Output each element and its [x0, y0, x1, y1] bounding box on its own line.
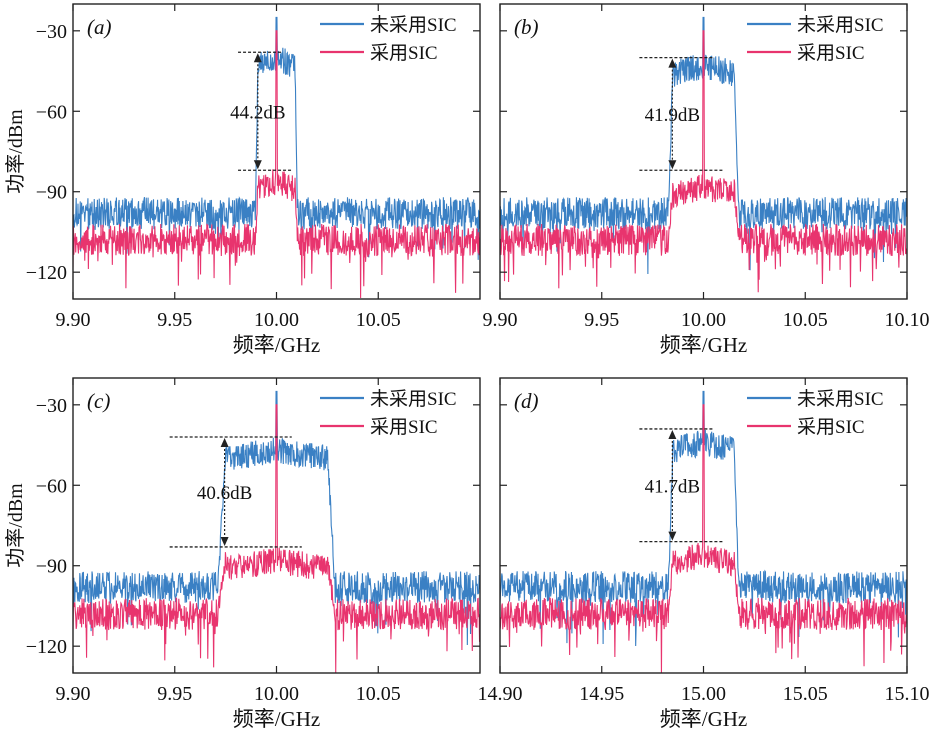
x-tick-label: 9.95 — [584, 309, 619, 331]
annotation-arrowhead-up — [220, 438, 229, 447]
series-with-sic-line — [500, 30, 907, 293]
x-tick-label: 9.90 — [56, 683, 91, 705]
y-axis-label: 功率/dBm — [4, 483, 27, 568]
annotation-label: 44.2dB — [230, 102, 285, 123]
panel-a: −30 −60 −90 −120 9.90 9.95 10.00 10.05 频率/GHz 功率/… — [4, 3, 481, 357]
legend-label: 未采用SIC — [370, 14, 457, 36]
legend-label: 采用SIC — [370, 416, 438, 438]
y-tick-label: −60 — [36, 475, 67, 497]
annotation-arrowhead-up — [668, 429, 677, 439]
annotation-arrowhead-down — [668, 160, 677, 170]
y-tick-label: −120 — [26, 262, 67, 284]
panel-label: (a) — [87, 15, 112, 39]
x-axis-label: 频率/GHz — [660, 707, 748, 731]
series-without-sic-line — [73, 16, 480, 260]
x-tick-label: 10.05 — [783, 309, 828, 331]
x-tick-label: 14.90 — [478, 683, 523, 705]
x-axis-label: 频率/GHz — [660, 333, 748, 357]
y-tick-label: −120 — [26, 636, 67, 658]
annotation-arrowhead-up — [668, 58, 677, 68]
x-axis-label: 频率/GHz — [233, 333, 321, 357]
x-tick-label: 15.10 — [885, 683, 930, 705]
y-tick-label: −30 — [36, 21, 67, 43]
legend-label: 采用SIC — [370, 42, 438, 64]
panels-group: −30 −60 −90 −120 9.90 9.95 10.00 10.05 频率/GHz 功率/… — [4, 3, 930, 731]
series-with-sic-line — [73, 30, 480, 298]
annotation-label: 41.7dB — [645, 476, 700, 497]
y-tick-label: −60 — [36, 101, 67, 123]
y-axis-label: 功率/dBm — [4, 109, 27, 194]
panel-label: (c) — [87, 389, 110, 413]
x-tick-label: 15.05 — [783, 683, 828, 705]
y-tick-label: −30 — [36, 395, 67, 417]
y-tick-label: −90 — [36, 556, 67, 578]
legend-label: 采用SIC — [797, 416, 865, 438]
x-tick-label: 9.90 — [56, 309, 91, 331]
annotation-arrowhead-down — [253, 160, 262, 170]
x-tick-label: 9.95 — [157, 309, 192, 331]
x-tick-label: 10.00 — [254, 683, 299, 705]
series-with-sic-line — [73, 404, 480, 673]
legend-label: 未采用SIC — [370, 388, 457, 410]
series-without-sic-line — [500, 16, 907, 275]
y-tick-label: −90 — [36, 182, 67, 204]
panel-label: (d) — [514, 389, 539, 413]
panel-d: 14.90 14.95 15.00 15.05 15.10 频率/GHz (d) 未采用SIC… — [478, 377, 930, 731]
panel-label: (b) — [514, 15, 539, 39]
x-tick-label: 10.05 — [356, 309, 401, 331]
annotation-label: 41.9dB — [645, 105, 700, 126]
x-tick-label: 15.00 — [681, 683, 726, 705]
panel-b: 9.90 9.95 10.00 10.05 10.10 频率/GHz (b) 未采用SIC 采用… — [483, 3, 930, 357]
x-tick-label: 9.90 — [483, 309, 518, 331]
legend-label: 未采用SIC — [797, 388, 884, 410]
x-tick-label: 10.00 — [681, 309, 726, 331]
x-tick-label: 9.95 — [157, 683, 192, 705]
x-tick-label: 14.95 — [579, 683, 624, 705]
x-tick-label: 10.05 — [356, 683, 401, 705]
x-tick-label: 10.00 — [254, 309, 299, 331]
x-axis-label: 频率/GHz — [233, 707, 321, 731]
annotation-arrowhead-down — [220, 536, 229, 546]
annotation-arrowhead-down — [668, 531, 677, 541]
legend-label: 未采用SIC — [797, 14, 884, 36]
panel-c: −30 −60 −90 −120 9.90 9.95 10.00 10.05 频率/GHz 功率/… — [4, 377, 481, 731]
annotation-arrowhead-up — [253, 53, 262, 63]
series-with-sic-line — [500, 404, 907, 673]
annotation-label: 40.6dB — [197, 483, 252, 504]
series-without-sic-line — [73, 390, 480, 645]
legend-label: 采用SIC — [797, 42, 865, 64]
x-tick-label: 10.10 — [885, 309, 930, 331]
